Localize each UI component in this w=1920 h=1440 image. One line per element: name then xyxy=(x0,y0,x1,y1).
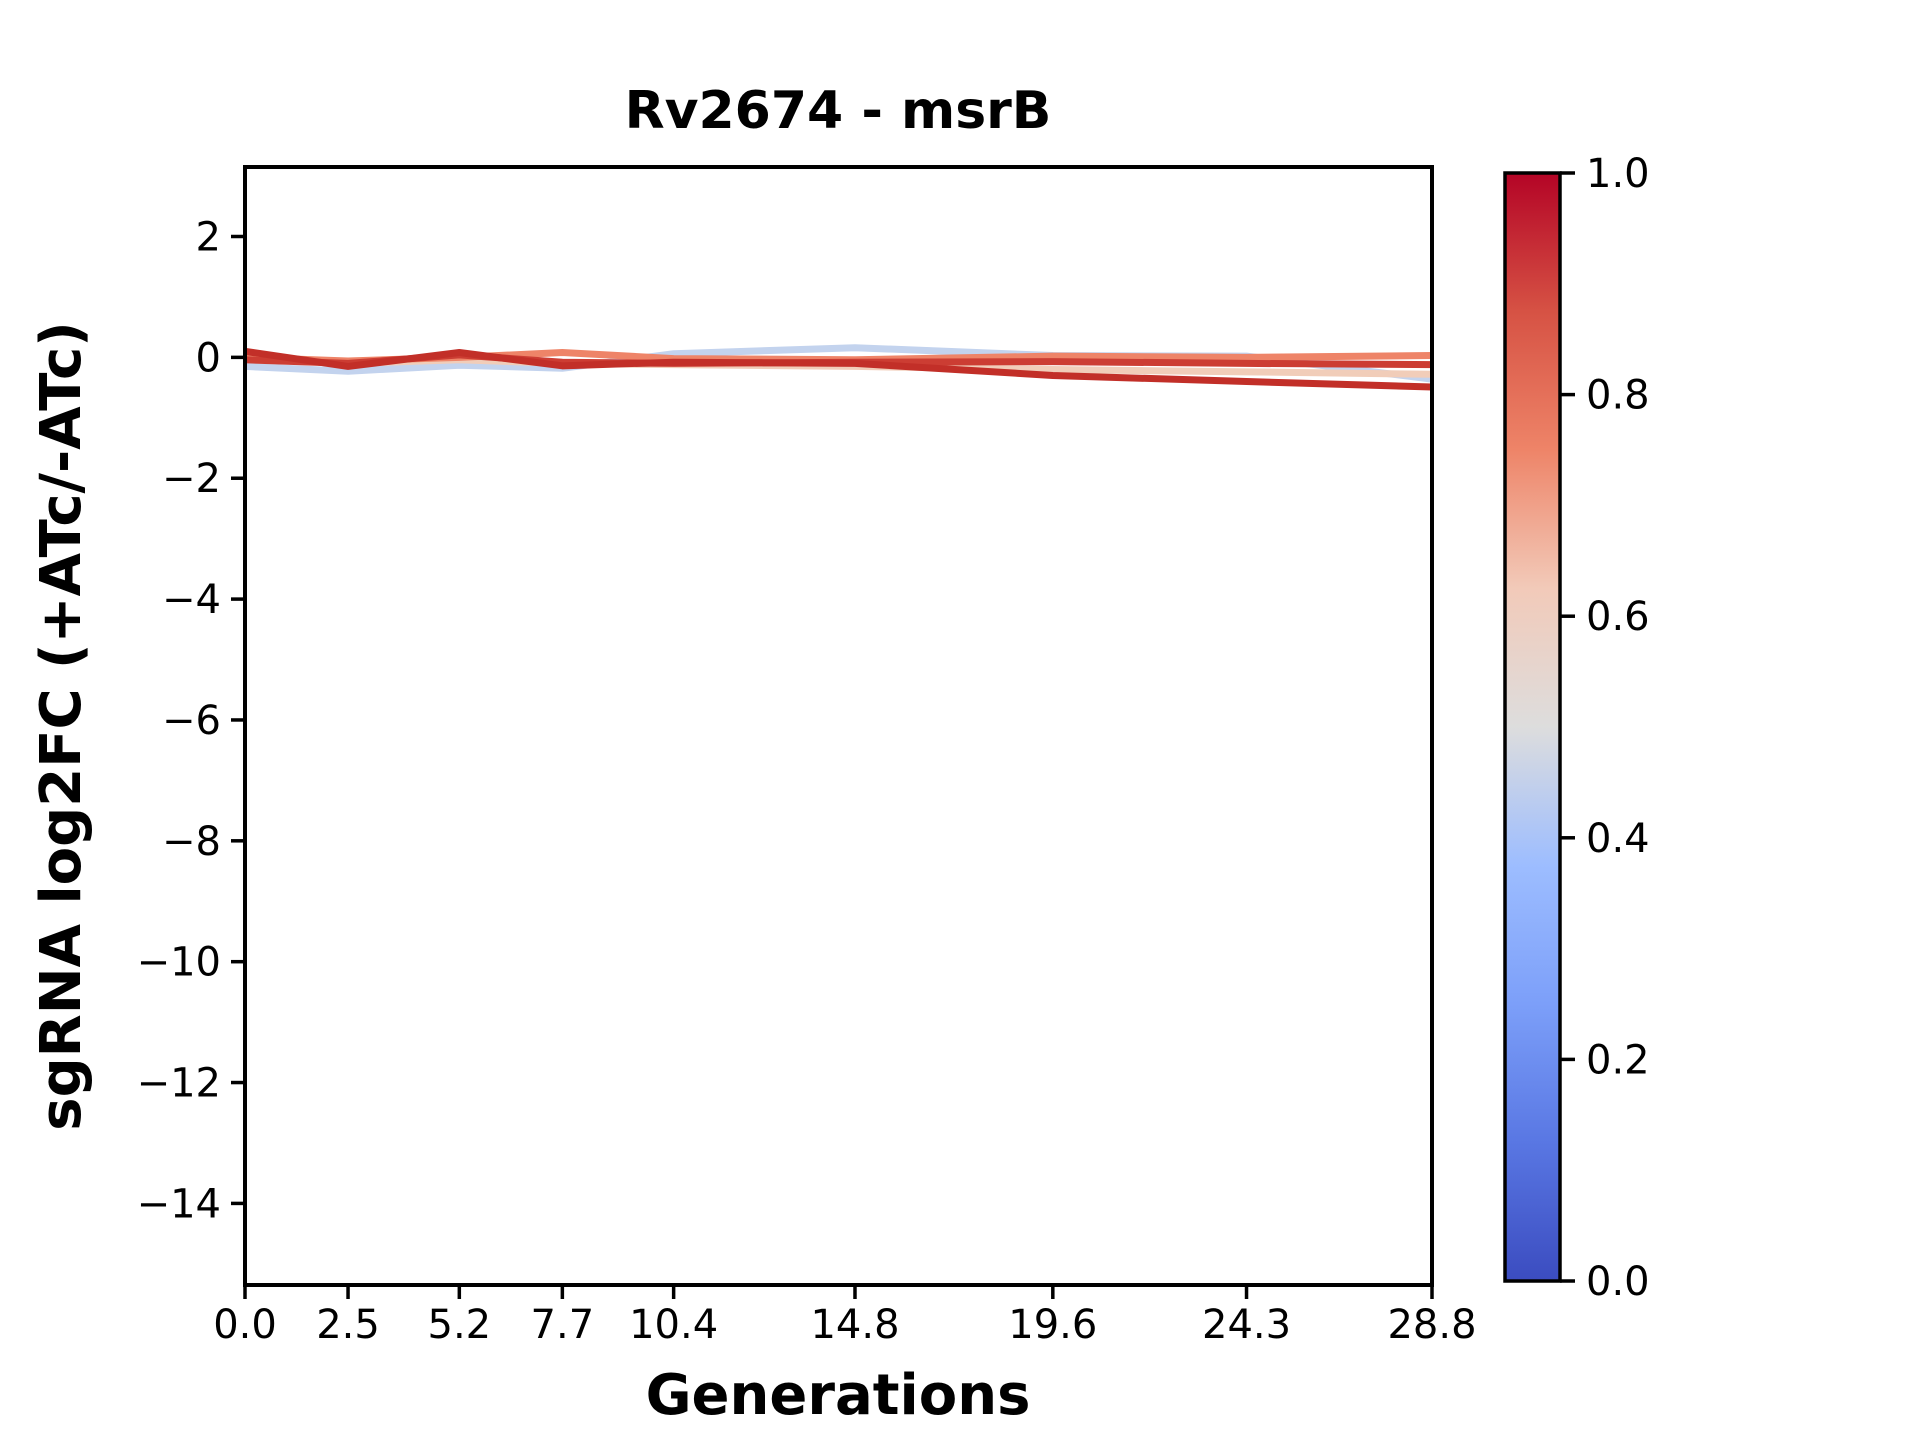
plot-border xyxy=(243,165,1434,1287)
plot-area xyxy=(245,167,1432,1285)
series-line-sgRNA-5 xyxy=(245,347,1432,391)
y-tick-label: −4 xyxy=(162,577,221,623)
x-tick-label: 24.3 xyxy=(1202,1302,1291,1348)
y-tick-label: −10 xyxy=(137,940,221,986)
x-tick-label: 0.0 xyxy=(213,1302,277,1348)
colorbar-ticks: 1.0 0.8 0.6 0.4 0.2 0.0 xyxy=(1560,151,1650,1305)
colorbar-tick-label: 0.0 xyxy=(1586,1259,1650,1305)
colorbar-tick-label: 0.2 xyxy=(1586,1037,1650,1083)
colorbar-gradient xyxy=(1503,171,1562,1283)
y-tick-label: 2 xyxy=(196,214,221,260)
colorbar: 1.0 0.8 0.6 0.4 0.2 0.0 xyxy=(1503,151,1650,1305)
colorbar-tick-label: 0.8 xyxy=(1586,373,1650,419)
x-tick-label: 5.2 xyxy=(428,1302,492,1348)
x-axis: 0.0 2.5 5.2 7.7 10.4 14.8 19.6 24.3 28.8 xyxy=(213,1285,1477,1348)
x-tick-label: 10.4 xyxy=(629,1302,718,1348)
y-tick-label: −6 xyxy=(162,698,221,744)
x-tick-label: 28.8 xyxy=(1387,1302,1476,1348)
y-tick-label: 0 xyxy=(196,335,221,381)
colorbar-tick-label: 1.0 xyxy=(1586,151,1650,197)
x-tick-label: 19.6 xyxy=(1008,1302,1097,1348)
y-tick-label: −2 xyxy=(162,456,221,502)
x-tick-label: 14.8 xyxy=(810,1302,899,1348)
y-axis: 2 0 −2 −4 −6 −8 −10 −12 −14 xyxy=(137,214,245,1227)
colorbar-tick-label: 0.6 xyxy=(1586,594,1650,640)
chart-title: Rv2674 - msrB xyxy=(625,81,1052,141)
x-tick-label: 2.5 xyxy=(316,1302,380,1348)
colorbar-tick-label: 0.4 xyxy=(1586,816,1650,862)
y-tick-label: −12 xyxy=(137,1061,221,1107)
plot-lines xyxy=(245,344,1432,391)
x-axis-label: Generations xyxy=(646,1363,1031,1428)
x-tick-label: 7.7 xyxy=(531,1302,595,1348)
y-tick-label: −8 xyxy=(162,819,221,865)
y-tick-label: −14 xyxy=(137,1181,221,1227)
y-axis-label: sgRNA log2FC (+ATc/-ATc) xyxy=(29,321,94,1131)
